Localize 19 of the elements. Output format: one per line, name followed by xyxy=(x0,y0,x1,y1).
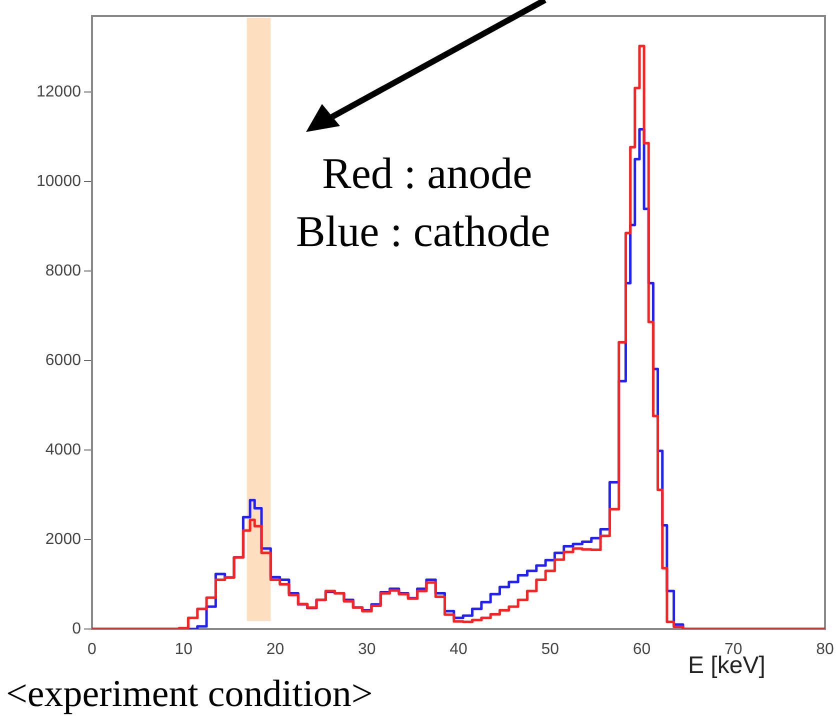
x-tick-label: 80 xyxy=(816,641,834,658)
y-tick-label: 4000 xyxy=(45,441,82,458)
y-tick-label: 8000 xyxy=(45,262,82,280)
y-tick-label: 2000 xyxy=(45,530,82,548)
x-tick-label: 40 xyxy=(450,641,468,658)
annotation: Red : anode xyxy=(322,148,532,199)
text: <experiment condition> xyxy=(6,672,373,716)
x-tick-label: 60 xyxy=(632,641,651,658)
y-tick-label: 12000 xyxy=(36,83,82,100)
x-tick-label: 10 xyxy=(174,641,193,658)
x-tick-label: 50 xyxy=(541,641,560,658)
y-tick-label: 0 xyxy=(72,620,82,638)
x-tick-label: 20 xyxy=(266,641,284,658)
annotation: Blue : cathode xyxy=(296,206,550,257)
y-tick-label: 6000 xyxy=(45,352,82,369)
x-tick-label: 70 xyxy=(724,641,742,658)
y-tick-label: 10000 xyxy=(36,172,82,190)
x-tick-label: 0 xyxy=(88,641,97,658)
x-tick-label: 30 xyxy=(358,641,376,658)
